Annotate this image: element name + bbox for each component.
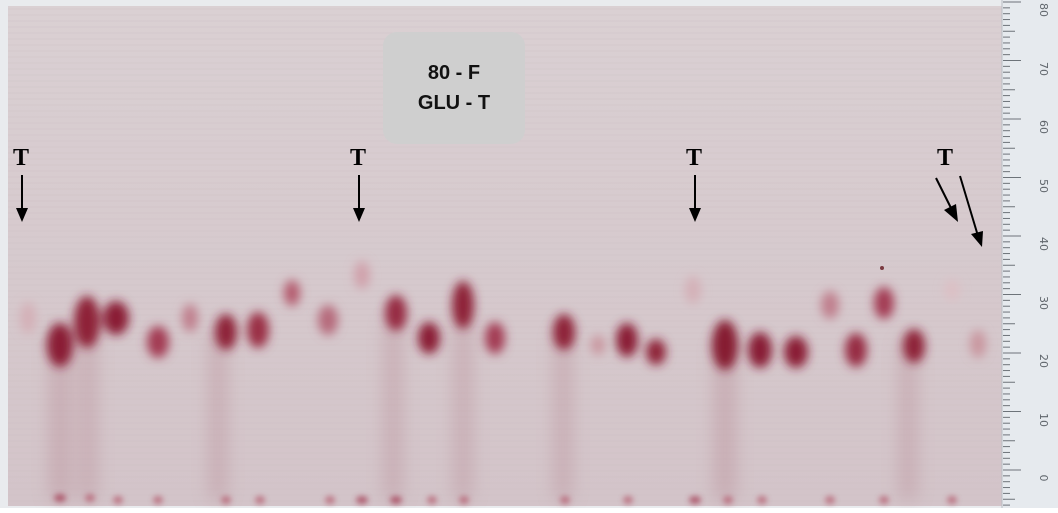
ruler-label: 80 bbox=[1037, 3, 1050, 17]
lane-streaks bbox=[50, 320, 916, 500]
spot bbox=[385, 295, 407, 331]
sample-label-box: 80 - F GLU - T bbox=[383, 32, 525, 144]
arrow-3 bbox=[689, 175, 701, 222]
spot bbox=[318, 305, 338, 335]
ruler-label: 60 bbox=[1037, 120, 1050, 134]
ruler-label: 20 bbox=[1037, 354, 1050, 368]
spot bbox=[553, 314, 575, 350]
marker-t-1: T bbox=[13, 145, 30, 171]
spots bbox=[20, 261, 986, 370]
marker-t-2: T bbox=[350, 145, 367, 171]
spot bbox=[103, 301, 129, 335]
ruler-label: 10 bbox=[1037, 412, 1050, 427]
spot bbox=[215, 314, 237, 350]
ruler-label: 40 bbox=[1037, 237, 1050, 251]
spot bbox=[20, 302, 36, 334]
ruler bbox=[1001, 0, 1058, 508]
spot bbox=[874, 287, 894, 319]
spot bbox=[685, 276, 701, 304]
marker-t-3: T bbox=[686, 145, 703, 171]
spot bbox=[970, 330, 986, 358]
spot bbox=[903, 329, 925, 363]
spot bbox=[182, 304, 198, 332]
spot bbox=[284, 280, 300, 306]
arrow-4a bbox=[935, 177, 958, 222]
spot bbox=[784, 336, 808, 368]
spot bbox=[418, 322, 440, 354]
spot bbox=[47, 323, 73, 367]
spot bbox=[247, 312, 269, 348]
speck bbox=[880, 266, 884, 270]
spot bbox=[712, 320, 738, 370]
spot bbox=[944, 279, 960, 301]
ruler-label: 30 bbox=[1037, 295, 1050, 310]
spot bbox=[748, 332, 772, 368]
marker-t-4: T bbox=[937, 145, 954, 171]
spot bbox=[616, 323, 638, 357]
spot bbox=[646, 339, 666, 365]
ruler-label: 0 bbox=[1037, 474, 1050, 482]
arrow-2 bbox=[353, 175, 365, 222]
spot bbox=[485, 322, 505, 354]
spot bbox=[591, 335, 605, 355]
spot bbox=[147, 326, 169, 358]
arrow-1 bbox=[16, 175, 28, 222]
origin-spots bbox=[54, 494, 957, 504]
ruler-label: 50 bbox=[1037, 178, 1050, 193]
sample-label-line-1: 80 - F bbox=[427, 62, 481, 84]
spot bbox=[845, 333, 867, 367]
ruler-label: 70 bbox=[1037, 61, 1050, 76]
sample-label-line-2: GLU - T bbox=[417, 92, 491, 114]
spot bbox=[821, 291, 839, 319]
spot bbox=[74, 296, 100, 348]
spot bbox=[354, 261, 370, 289]
arrow-4b bbox=[959, 175, 983, 247]
arrows bbox=[16, 175, 983, 247]
spot bbox=[452, 281, 474, 329]
